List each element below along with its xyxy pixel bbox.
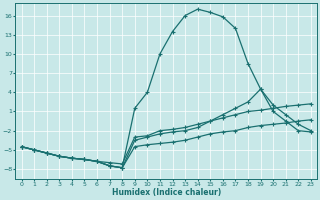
- X-axis label: Humidex (Indice chaleur): Humidex (Indice chaleur): [112, 188, 221, 197]
